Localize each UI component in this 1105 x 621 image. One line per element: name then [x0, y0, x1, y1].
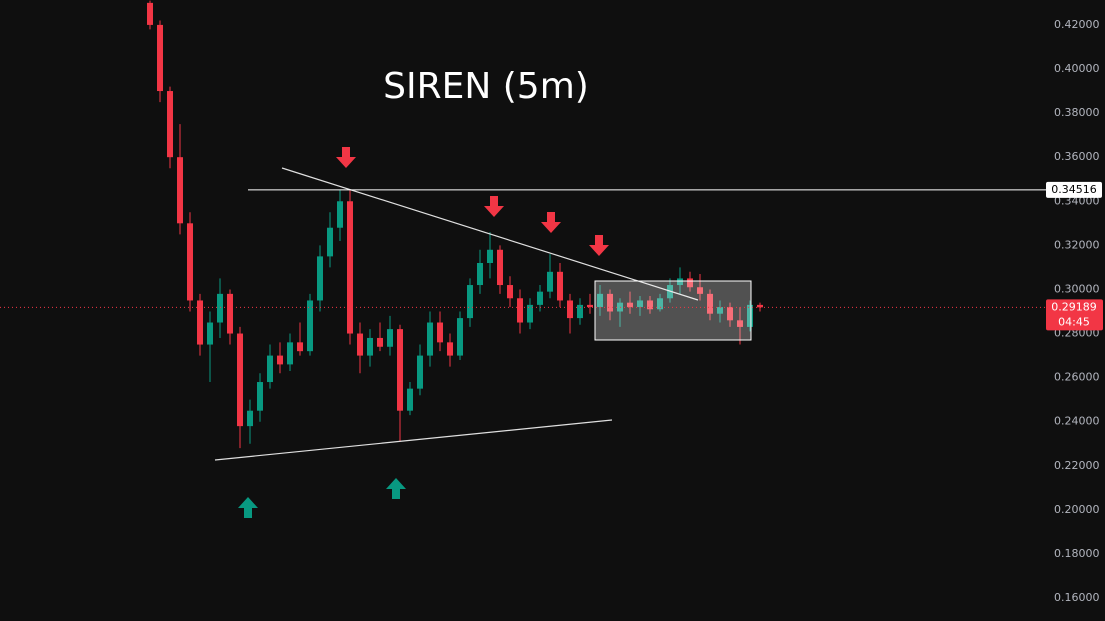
- candle-body: [757, 304, 763, 308]
- candle-body: [627, 302, 633, 308]
- candle-body: [407, 388, 413, 411]
- candle-body: [607, 293, 613, 312]
- candle-body: [417, 355, 423, 389]
- y-tick-label: 0.40000: [1054, 62, 1100, 75]
- range-box: [594, 280, 752, 341]
- candle-body: [647, 300, 653, 310]
- chart-title: SIREN (5m): [383, 66, 589, 107]
- y-tick-label: 0.42000: [1054, 18, 1100, 31]
- y-tick-label: 0.20000: [1054, 503, 1100, 516]
- support-trendline: [214, 419, 613, 461]
- candle-body: [697, 287, 703, 294]
- candle-body: [267, 355, 273, 383]
- candle-body: [457, 318, 463, 356]
- sell-arrows: [336, 147, 609, 256]
- candle-body: [197, 300, 203, 345]
- y-tick-label: 0.18000: [1054, 547, 1100, 560]
- candle-body: [737, 320, 743, 327]
- candle-body: [507, 285, 513, 299]
- level-label-box: [1046, 181, 1102, 198]
- up-arrow: [238, 497, 258, 518]
- last-price-label: 0.29189: [1051, 300, 1097, 313]
- candle-body: [227, 293, 233, 334]
- candle-body: [337, 201, 343, 228]
- y-tick-label: 0.36000: [1054, 150, 1100, 163]
- down-arrow: [589, 235, 609, 256]
- candle-body: [357, 333, 363, 356]
- candle-body: [257, 382, 263, 411]
- candle-body: [307, 300, 313, 352]
- candle-body: [157, 24, 163, 92]
- candle-body: [217, 293, 223, 323]
- y-tick-label: 0.22000: [1054, 459, 1100, 472]
- candle-body: [547, 271, 553, 292]
- candle-body: [597, 293, 603, 308]
- y-tick-label: 0.16000: [1054, 591, 1100, 604]
- candle-body: [577, 304, 583, 319]
- candle-body: [747, 304, 753, 327]
- candle-body: [397, 329, 403, 411]
- candle-body: [377, 337, 383, 347]
- plot: [147, 0, 763, 449]
- y-tick-label: 0.32000: [1054, 238, 1100, 251]
- candle-body: [207, 322, 213, 345]
- candle-body: [367, 337, 373, 356]
- candle-body: [537, 291, 543, 305]
- candle-body: [477, 262, 483, 286]
- candle-body: [557, 271, 563, 301]
- y-tick-label: 0.38000: [1054, 106, 1100, 119]
- candle-body: [287, 342, 293, 365]
- candle-body: [387, 329, 393, 347]
- candle-body: [167, 91, 173, 158]
- candle-body: [237, 333, 243, 427]
- candle-body: [587, 304, 593, 308]
- candle-body: [527, 304, 533, 323]
- candle-body: [317, 256, 323, 301]
- countdown-label: 04:45: [1058, 315, 1090, 328]
- candle-body: [657, 298, 663, 310]
- y-tick-label: 0.26000: [1054, 371, 1100, 384]
- candle-body: [327, 227, 333, 257]
- y-tick-label: 0.24000: [1054, 415, 1100, 428]
- y-tick-label: 0.30000: [1054, 282, 1100, 295]
- candle-body: [497, 249, 503, 286]
- candle-body: [707, 293, 713, 314]
- candle-body: [427, 322, 433, 356]
- candle-body: [517, 298, 523, 323]
- candle-body: [177, 157, 183, 224]
- candle-body: [147, 2, 153, 25]
- candle-body: [347, 201, 353, 334]
- candle-body: [637, 300, 643, 308]
- last-price-box: [1046, 299, 1103, 331]
- candle-body: [717, 307, 723, 314]
- candle-body: [247, 410, 253, 427]
- candle-body: [727, 307, 733, 321]
- candle-body: [567, 300, 573, 319]
- candle-body: [187, 223, 193, 301]
- buy-arrows: [238, 478, 406, 518]
- candle-body: [677, 278, 683, 286]
- candle-body: [467, 285, 473, 319]
- candle-body: [487, 249, 493, 263]
- down-arrow: [541, 212, 561, 233]
- candle-body: [297, 342, 303, 352]
- candle-body: [277, 355, 283, 365]
- candle-body: [687, 278, 693, 288]
- candle-body: [447, 342, 453, 356]
- down-arrow: [484, 196, 504, 217]
- down-arrow: [336, 147, 356, 168]
- candle-body: [437, 322, 443, 343]
- up-arrow: [386, 478, 406, 499]
- level-label: 0.34516: [1051, 183, 1097, 196]
